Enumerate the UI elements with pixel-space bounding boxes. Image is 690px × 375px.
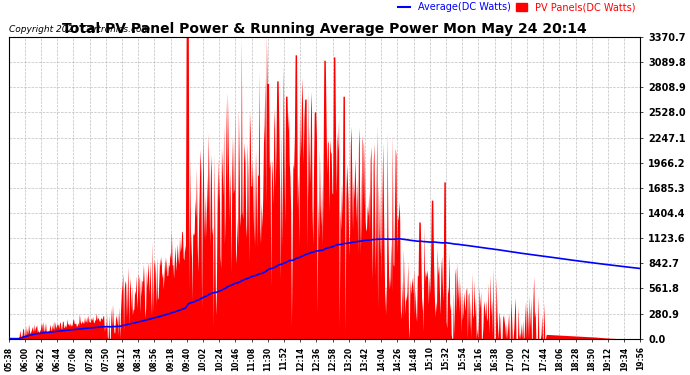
- Text: Copyright 2021 Cartronics.com: Copyright 2021 Cartronics.com: [9, 25, 150, 34]
- Legend: Average(DC Watts), PV Panels(DC Watts): Average(DC Watts), PV Panels(DC Watts): [398, 3, 635, 12]
- Title: Total PV Panel Power & Running Average Power Mon May 24 20:14: Total PV Panel Power & Running Average P…: [62, 22, 587, 36]
